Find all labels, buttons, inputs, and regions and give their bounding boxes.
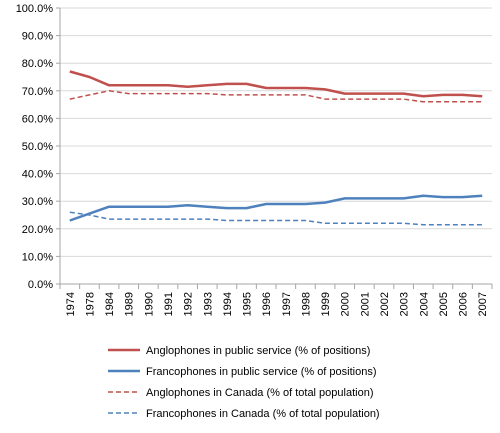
y-tick-label: 70.0% — [22, 86, 53, 98]
x-tick-label: 2004 — [418, 292, 430, 316]
y-tick-label: 40.0% — [22, 169, 53, 181]
y-tick-label: 100.0% — [16, 3, 54, 15]
legend-item: Francophones in Canada (% of total popul… — [108, 408, 380, 420]
y-tick-label: 60.0% — [22, 113, 53, 125]
x-tick-label: 1996 — [261, 292, 273, 316]
y-tick-label: 90.0% — [22, 31, 53, 43]
x-tick-label: 1989 — [124, 292, 136, 316]
legend-item: Francophones in public service (% of pos… — [108, 366, 377, 378]
y-tick-label: 80.0% — [22, 58, 53, 70]
x-tick-label: 1998 — [300, 292, 312, 316]
x-tick-label: 1974 — [65, 292, 77, 316]
legend-label: Anglophones in public service (% of posi… — [146, 345, 370, 357]
x-tick-label: 2007 — [477, 292, 489, 316]
legend: Anglophones in public service (% of posi… — [108, 345, 380, 420]
x-tick-label: 1978 — [84, 292, 96, 316]
series-line-2 — [69, 194, 483, 222]
x-tick-label: 1990 — [143, 292, 155, 316]
y-axis-tick-labels: 0.0% 10.0% 20.0% 30.0% 40.0% 50.0% 60.0% 70.0% 8… — [16, 3, 54, 291]
y-tick-label: 50.0% — [22, 141, 53, 153]
x-tick-label: 1997 — [281, 292, 293, 316]
axes — [56, 7, 493, 289]
x-tick-label: 1991 — [163, 292, 175, 316]
legend-label: Francophones in public service (% of pos… — [146, 366, 377, 378]
x-tick-label: 1993 — [202, 292, 214, 316]
x-tick-label: 1999 — [320, 292, 332, 316]
legend-label: Francophones in Canada (% of total popul… — [146, 408, 380, 420]
x-tick-label: 2003 — [399, 292, 411, 316]
x-tick-label: 1994 — [222, 292, 234, 316]
y-tick-label: 20.0% — [22, 224, 53, 236]
x-tick-label: 1992 — [183, 292, 195, 316]
legend-item: Anglophones in Canada (% of total popula… — [108, 387, 374, 399]
grid-lines — [60, 7, 492, 257]
x-axis-tick-labels: 1974 1978 1984 1989 1990 1991 1992 1993 1994 1995… — [65, 292, 489, 316]
x-tick-label: 2002 — [379, 292, 391, 316]
y-tick-label: 0.0% — [28, 279, 53, 291]
x-tick-label: 2000 — [340, 292, 352, 316]
x-tick-label: 2006 — [458, 292, 470, 316]
x-tick-label: 1984 — [104, 292, 116, 316]
series-line-4 — [69, 211, 483, 226]
x-tick-label: 2005 — [438, 292, 450, 316]
y-tick-label: 10.0% — [22, 251, 53, 263]
series-line-1 — [69, 70, 483, 98]
x-tick-label: 1995 — [242, 292, 254, 316]
y-tick-label: 30.0% — [22, 196, 53, 208]
legend-item: Anglophones in public service (% of posi… — [108, 345, 370, 357]
x-tick-label: 2001 — [359, 292, 371, 316]
legend-label: Anglophones in Canada (% of total popula… — [146, 387, 374, 399]
series-lines — [69, 70, 483, 226]
series-line-3 — [69, 90, 483, 103]
